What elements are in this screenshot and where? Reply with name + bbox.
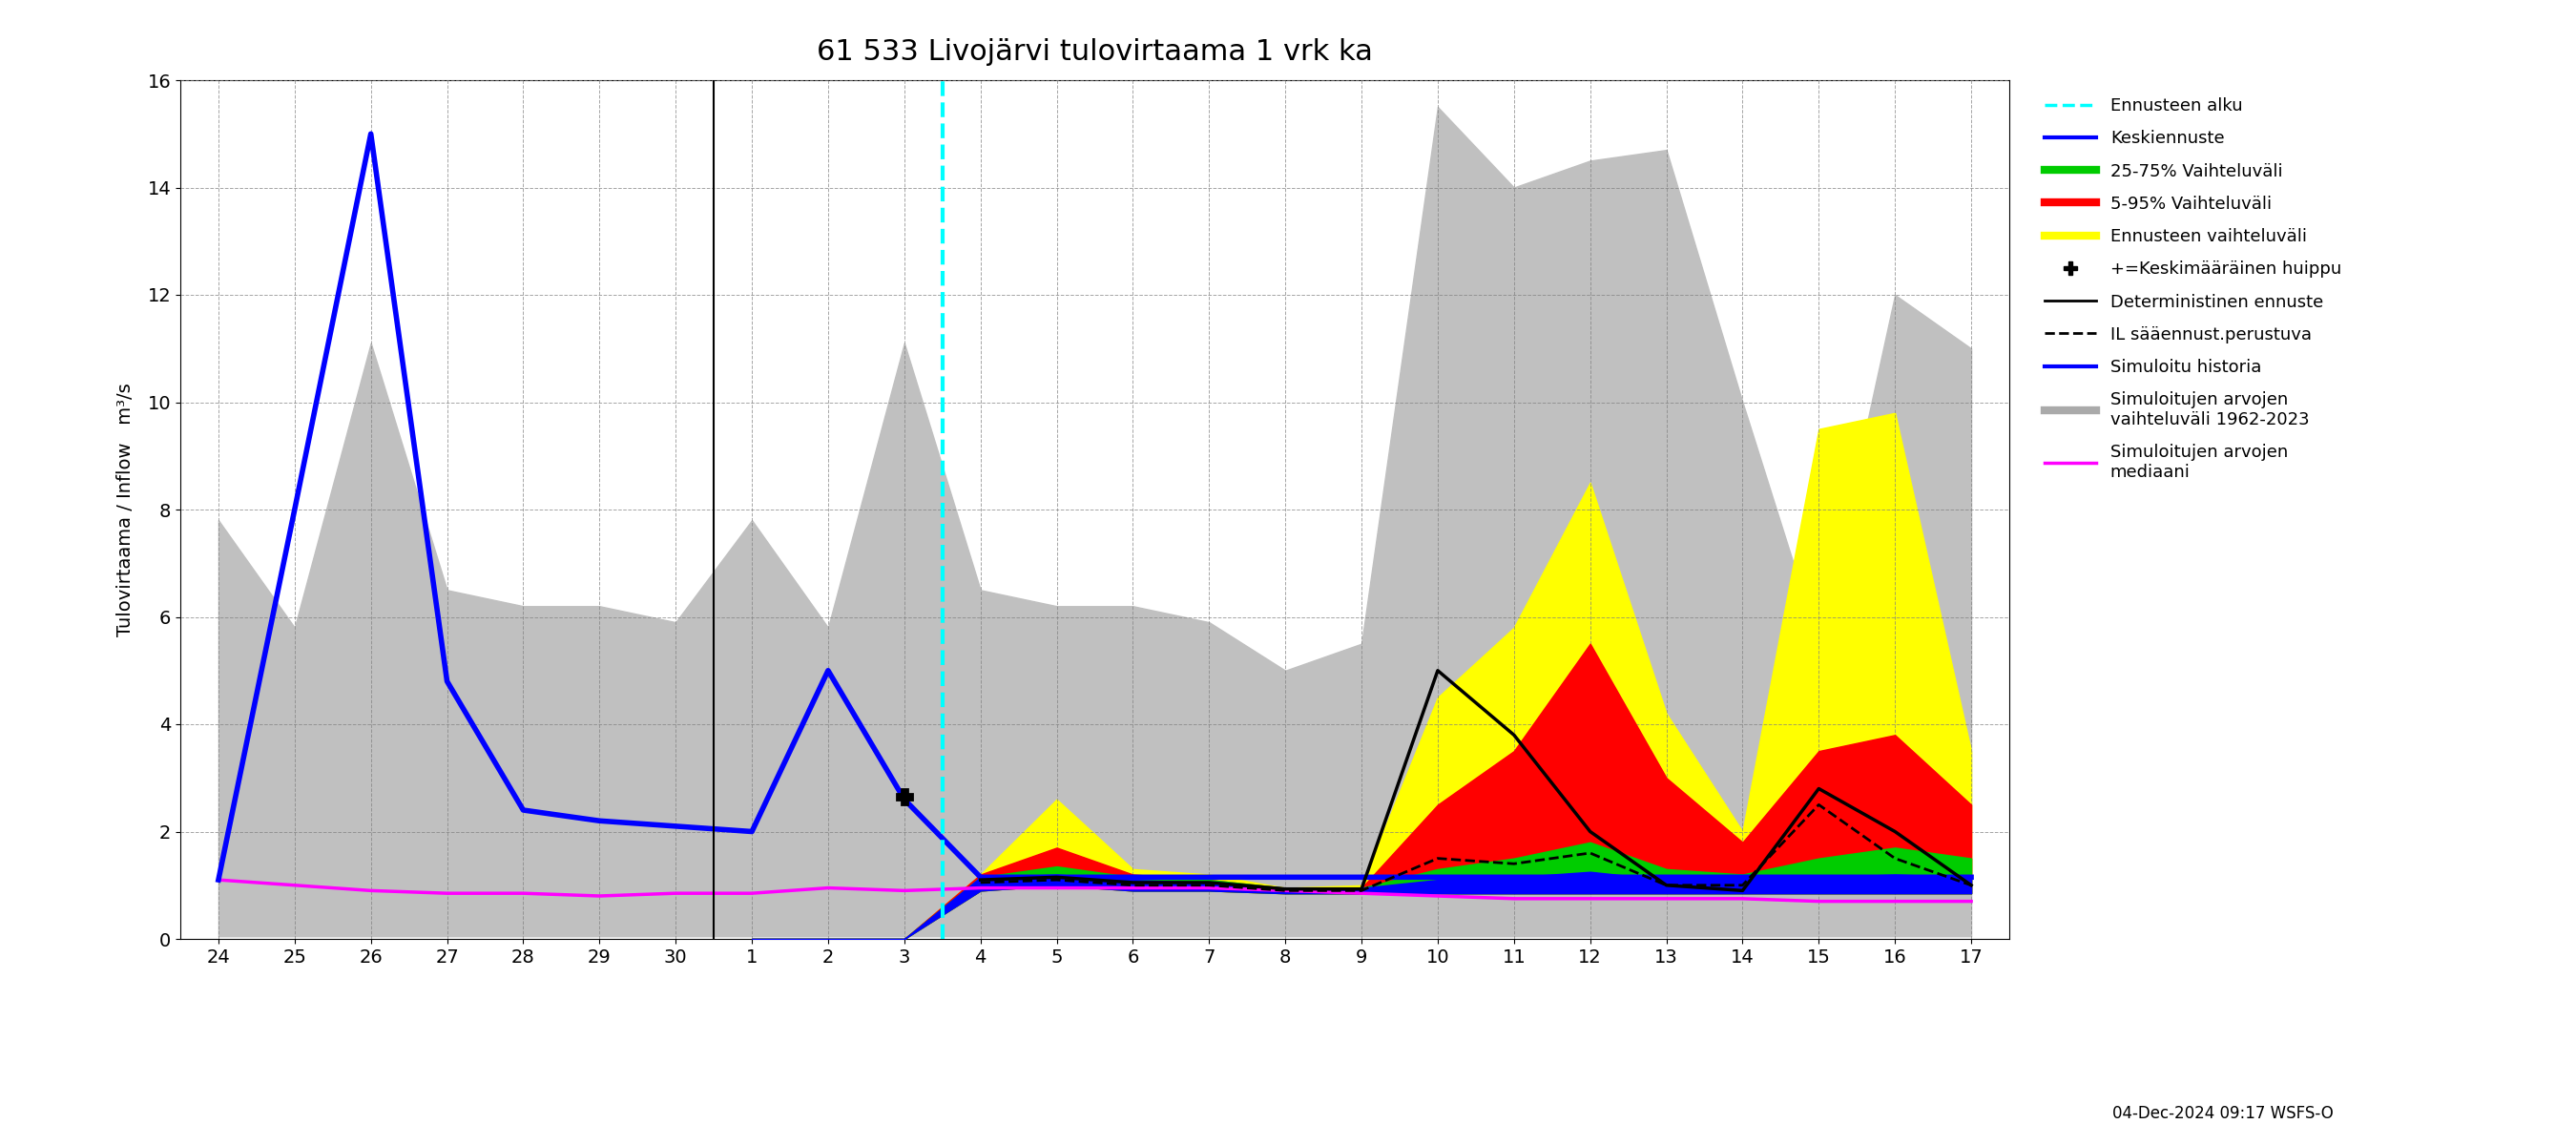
Title: 61 533 Livojärvi tulovirtaama 1 vrk ka: 61 533 Livojärvi tulovirtaama 1 vrk ka <box>817 38 1373 66</box>
Legend: Ennusteen alku, Keskiennuste, 25-75% Vaihteluväli, 5-95% Vaihteluväli, Ennusteen: Ennusteen alku, Keskiennuste, 25-75% Vai… <box>2035 89 2349 490</box>
Text: 04-Dec-2024 09:17 WSFS-O: 04-Dec-2024 09:17 WSFS-O <box>2112 1105 2334 1122</box>
Y-axis label: Tulovirtaama / Inflow   m³/s: Tulovirtaama / Inflow m³/s <box>116 382 134 637</box>
